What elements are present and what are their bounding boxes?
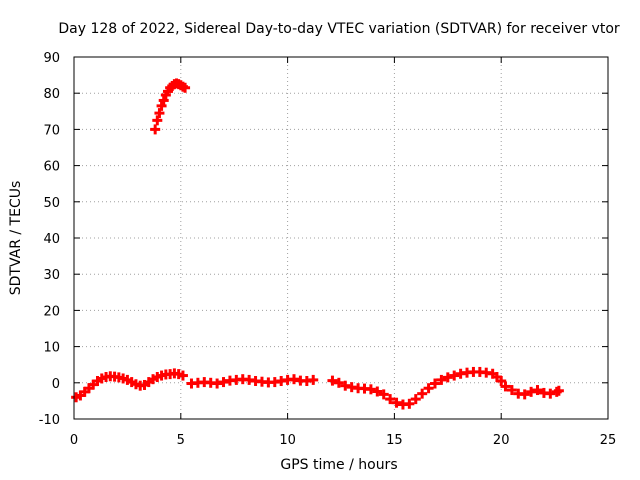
data-point	[333, 377, 344, 388]
data-point	[177, 370, 188, 381]
data-point	[308, 374, 319, 385]
data-point	[154, 108, 165, 119]
x-tick-label: 20	[493, 433, 510, 448]
y-tick-label: 40	[43, 232, 60, 247]
x-tick-label: 15	[386, 433, 403, 448]
data-point	[391, 397, 402, 408]
y-tick-label: 10	[43, 341, 60, 356]
data-point	[372, 386, 383, 397]
y-tick-label: 30	[43, 268, 60, 283]
data-point	[496, 375, 507, 386]
data-point	[158, 95, 169, 106]
data-point	[545, 388, 556, 399]
data-point	[156, 100, 167, 111]
data-point	[553, 385, 564, 396]
data-point	[423, 383, 434, 394]
data-point	[417, 388, 428, 399]
data-point	[519, 389, 530, 400]
data-point	[385, 394, 396, 405]
data-point	[150, 124, 161, 135]
y-tick-label: 50	[43, 196, 60, 211]
grid	[74, 57, 608, 419]
x-tick-label: 5	[177, 433, 185, 448]
data-point	[449, 370, 460, 381]
y-tick-label: -10	[39, 413, 60, 428]
chart-title: Day 128 of 2022, Sidereal Day-to-day VTE…	[58, 21, 620, 37]
x-axis-title: GPS time / hours	[280, 457, 397, 473]
data-point	[506, 385, 517, 396]
x-tick-label: 10	[279, 433, 296, 448]
y-tick-label: 90	[43, 51, 60, 66]
y-tick-label: 0	[52, 377, 60, 392]
y-tick-label: 60	[43, 160, 60, 175]
data-point	[180, 82, 191, 93]
data-point	[404, 398, 415, 409]
data-point	[436, 374, 447, 385]
data-point	[365, 384, 376, 395]
data-point	[442, 372, 453, 383]
y-axis: -10 0 10 20 30 40 50 60 70 80 90	[39, 51, 608, 428]
y-tick-label: 80	[43, 87, 60, 102]
data-point	[532, 385, 543, 396]
data-point	[152, 115, 163, 126]
y-tick-label: 20	[43, 304, 60, 319]
data-point	[327, 375, 338, 386]
x-axis: 0 5 10 15 20 25	[70, 57, 616, 448]
data-point	[378, 389, 389, 400]
data-point	[429, 378, 440, 389]
data-point	[526, 386, 537, 397]
y-axis-title: SDTVAR / TECUs	[8, 181, 24, 296]
y-tick-label: 70	[43, 123, 60, 138]
x-tick-label: 25	[600, 433, 617, 448]
series-sdtvar	[71, 78, 564, 410]
data-point	[410, 394, 421, 405]
x-tick-label: 0	[70, 433, 78, 448]
data-point	[500, 381, 511, 392]
